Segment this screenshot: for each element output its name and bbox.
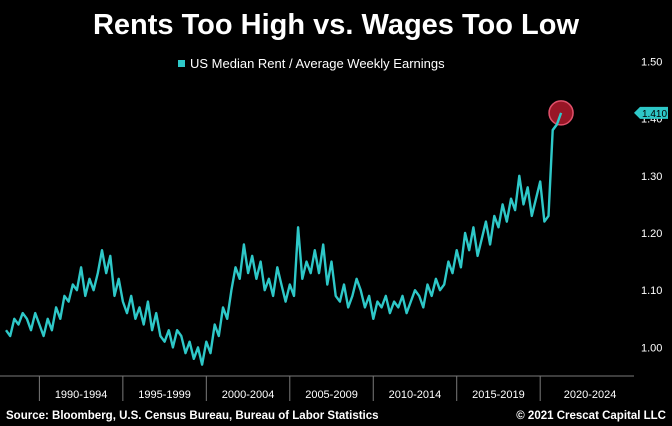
chart-title: Rents Too High vs. Wages Too Low [93, 9, 579, 41]
y-tick-label: 1.50 [641, 56, 662, 68]
legend-label: US Median Rent / Average Weekly Earnings [190, 56, 445, 71]
x-tick-label: 2005-2009 [305, 389, 358, 401]
y-tick-label: 1.20 [641, 228, 662, 240]
x-axis: 1990-1994 1995-1999 2000-2004 2005-2009 2010… [0, 375, 634, 401]
series-line-tail [551, 112, 563, 131]
legend-swatch [178, 60, 185, 67]
y-tick-label: 1.00 [641, 342, 662, 354]
source-note: Source: Bloomberg, U.S. Census Bureau, B… [6, 410, 379, 422]
x-tick-label: 2000-2004 [222, 389, 275, 401]
series-layer: 1.410 [5, 100, 668, 366]
last-value-label: 1.410 [642, 109, 667, 120]
legend: US Median Rent / Average Weekly Earnings [178, 56, 445, 71]
x-tick-label: 1995-1999 [138, 389, 191, 401]
series-line-rent-to-earnings [5, 112, 563, 366]
y-tick-label: 1.30 [641, 171, 662, 183]
copyright-note: © 2021 Crescat Capital LLC [516, 410, 666, 422]
x-tick-label: 2020-2024 [564, 389, 617, 401]
last-value-tag [634, 106, 668, 119]
x-tick-label: 2015-2019 [472, 389, 525, 401]
x-tick-label: 2010-2014 [389, 389, 442, 401]
y-tick-label: 1.10 [641, 285, 662, 297]
x-tick-label: 1990-1994 [55, 389, 108, 401]
